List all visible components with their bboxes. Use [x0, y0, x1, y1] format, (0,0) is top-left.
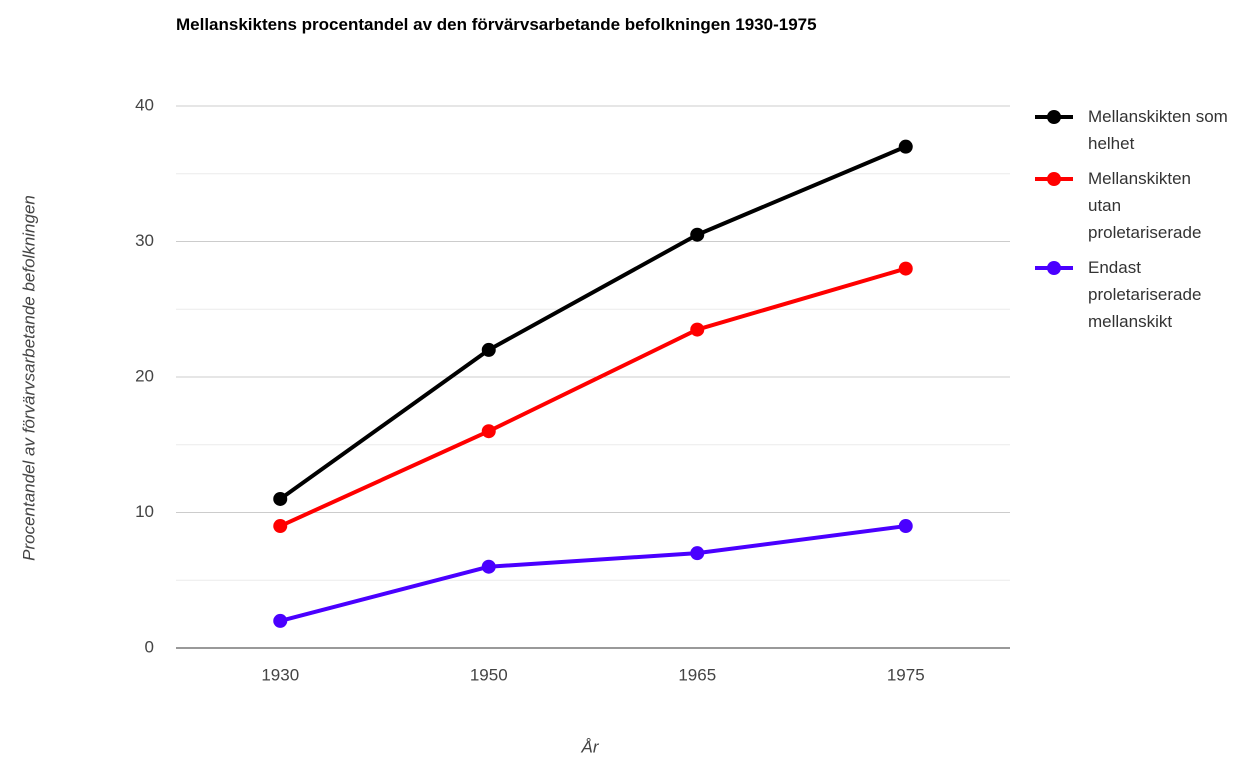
- x-tick-label: 1930: [261, 665, 299, 684]
- legend-dot: [1047, 172, 1061, 186]
- data-point: [273, 613, 288, 628]
- legend-dot: [1047, 261, 1061, 275]
- y-tick-label: 40: [135, 95, 154, 114]
- data-point: [690, 546, 705, 561]
- data-point: [273, 491, 288, 506]
- legend-label: Endast proletariserade mellanskikt: [1088, 258, 1202, 331]
- y-tick-label: 30: [135, 231, 154, 250]
- legend-swatch: [1035, 172, 1073, 186]
- legend-label: Mellanskikten utan proletariserade: [1088, 169, 1202, 242]
- data-point: [898, 261, 913, 276]
- chart-title: Mellanskiktens procentandel av den förvä…: [176, 15, 817, 34]
- legend-item: Endast proletariserade mellanskikt: [1033, 254, 1228, 335]
- y-tick-label: 10: [135, 502, 154, 521]
- legend-item: Mellanskikten utan proletariserade: [1033, 165, 1228, 246]
- data-point: [273, 519, 288, 534]
- data-point: [481, 342, 496, 357]
- series-line: [279, 266, 907, 528]
- data-point: [898, 139, 913, 154]
- x-tick-label: 1950: [470, 665, 508, 684]
- data-point: [481, 424, 496, 439]
- legend-swatch: [1035, 261, 1073, 275]
- data-point: [898, 519, 913, 534]
- y-tick-label: 20: [135, 366, 154, 385]
- legend-swatch: [1035, 110, 1073, 124]
- data-point: [481, 559, 496, 574]
- legend-item: Mellanskikten som helhet: [1033, 103, 1228, 157]
- series-line: [279, 524, 907, 623]
- data-point: [690, 322, 705, 337]
- series-line: [279, 144, 907, 501]
- y-axis-label: Procentandel av förvärvsarbetande befolk…: [19, 195, 38, 561]
- x-tick-label: 1975: [887, 665, 925, 684]
- data-point: [690, 227, 705, 242]
- legend-label: Mellanskikten som helhet: [1088, 107, 1228, 153]
- legend: Mellanskikten som helhet Mellanskikten ut…: [1033, 103, 1228, 343]
- y-tick-label: 0: [145, 637, 154, 656]
- x-tick-label: 1965: [678, 665, 716, 684]
- x-axis-label: År: [581, 737, 600, 756]
- legend-dot: [1047, 110, 1061, 124]
